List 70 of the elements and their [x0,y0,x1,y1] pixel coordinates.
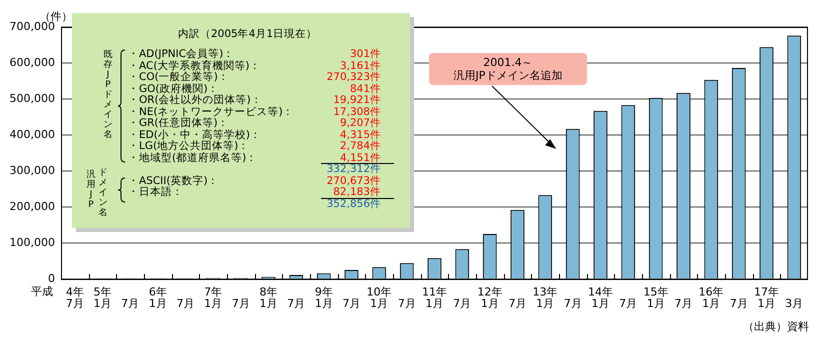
annotation: ・ASCII(英数字)： [128,174,219,186]
x-tick-label: 7月 [232,297,250,310]
y-tick-label: 300,000 [10,164,55,177]
annotation: 841件 [348,82,381,94]
x-tick-label: 7月 [619,297,638,310]
annotation: 内訳（2005年4月1日現在） [178,28,318,40]
x-tick-label: 7月 [508,297,526,310]
annotation: ・LG(地方公共団体等)： [128,140,250,152]
annotation: 2,784件 [338,140,381,152]
x-tick-label: 7月 [176,297,194,310]
annotation: 4,151件 [338,152,381,164]
x-tick-label: 7月 [674,297,692,310]
annotation: 汎用JP [86,170,96,210]
y-tick-label: 200,000 [10,200,55,213]
y-tick-label: 400,000 [10,128,55,141]
text: ドメイン名 [98,168,108,218]
x-tick-label: 7月 [453,297,472,310]
annotation: ドメイン名 [103,90,113,140]
x-tick-label: 7月 [342,297,360,310]
x-tick-label: 7月 [730,297,748,310]
x-tick-label: 12年 1月 [477,286,502,310]
x-tick-label: 16年 1月 [698,286,724,310]
y-tick-label: 100,000 [10,236,55,249]
annotation: ・AC(大学系教育機関等)： [128,60,261,72]
annotation: 301件 [348,48,381,60]
annotation: 4,315件 [338,128,381,140]
annotation: ・日本語： [128,186,183,198]
annotation: 82,183件 [332,186,381,198]
x-tick-label: 7年 1月 [204,286,222,310]
annotation: 352,856件 [326,198,381,210]
x-tick-label: 11年 1月 [422,286,447,310]
x-tick-label: 3月 [785,297,804,310]
x-tick-label: 9年 1月 [314,286,333,310]
annotation: ・GO(政府機関)： [128,82,219,94]
annotation: 2001.4～ [482,56,534,69]
x-tick-label: 14年 1月 [588,286,613,310]
x-tick-label: 7月 [287,297,306,310]
annotation: 270,323件 [326,71,381,84]
y-tick-label: 0 [48,272,55,285]
annotation: ・GR(任意団体等)： [128,117,229,129]
x-axis-title: 平成 [31,284,53,298]
annotation: ・NE(ネットワークサービス等)： [128,106,294,118]
x-tick-label: 10年 1月 [366,286,392,310]
y-tick-label: 500,000 [10,92,55,105]
callout-box: 2001.4～ 汎用JPドメイン名追加 [429,53,587,85]
annotation: ・OR(会社以外の団体等)： [128,94,262,106]
annotation: 332,312件 [326,163,381,176]
annotation: ・AD(JPNIC会員等)： [128,48,234,60]
x-tick-label: 5年 1月 [94,286,112,310]
x-tick-label: 6年 1月 [148,286,167,310]
x-tick-label: 13年 1月 [532,286,558,310]
text: （出典）資料 [743,320,809,333]
annotation: ・地域型(都道府県名等)： [128,152,258,164]
annotation: 17,308件 [332,106,381,118]
x-tick-label: 7月 [121,297,140,310]
x-tick-label: 15年 1月 [643,286,668,310]
annotation: 270,673件 [326,174,381,186]
x-tick-label: 8年 1月 [260,286,278,310]
x-tick-label: 17年 1月 [754,286,779,310]
y-tick-label: 600,000 [10,56,55,69]
annotation: 19,921件 [332,94,381,106]
x-tick-label: 7月 [398,297,416,310]
x-tick-label: 7月 [564,297,582,310]
x-tick-label: 4年 7月 [66,286,84,310]
annotation: ・CO(一般企業等)： [128,71,229,83]
text: 既存JP [104,50,112,90]
annotation: ・ED(小・中・高等学校)： [128,128,261,140]
annotation: 9,207件 [338,117,381,130]
annotation: 3,161件 [338,60,381,72]
annotation: 汎用JPドメイン名追加 [452,69,564,82]
